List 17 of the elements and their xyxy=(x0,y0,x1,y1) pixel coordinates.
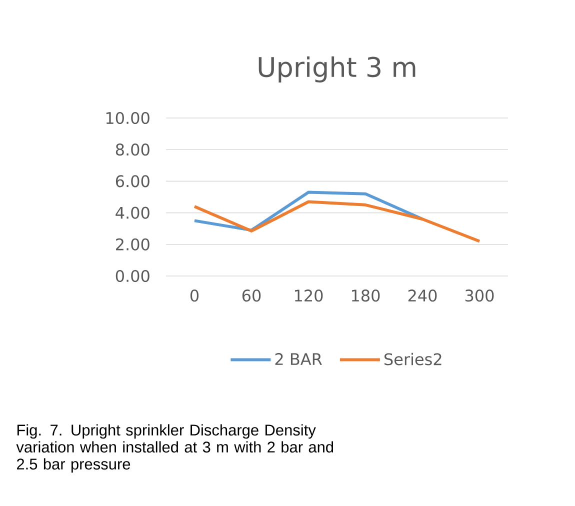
y-tick-label: 10.00 xyxy=(106,112,150,124)
x-tick-label: 180 xyxy=(352,290,380,302)
x-tick-label: 120 xyxy=(294,290,323,302)
x-tick-label: 0 xyxy=(190,290,199,302)
line-series xyxy=(193,200,482,243)
y-tick-label: 2.00 xyxy=(116,238,150,250)
legend-label: Series2 xyxy=(384,352,442,366)
x-tick-label: 60 xyxy=(242,290,261,302)
y-tick-label: 8.00 xyxy=(116,144,150,156)
y-tick-label: 4.00 xyxy=(116,206,150,219)
y-tick-label: 6.00 xyxy=(116,175,150,188)
chart-title: Upright 3 m xyxy=(258,56,416,82)
x-tick-label: 240 xyxy=(408,290,437,302)
y-tick-label: 0.00 xyxy=(116,270,150,282)
caption: Fig. 7. Upright sprinkler Discharge Density variation when installed at 3 m with 2 bar and 2.5 bar pressure xyxy=(16,424,334,473)
x-tick-label: 300 xyxy=(465,290,494,302)
legend-label: 2 BAR xyxy=(275,353,322,365)
